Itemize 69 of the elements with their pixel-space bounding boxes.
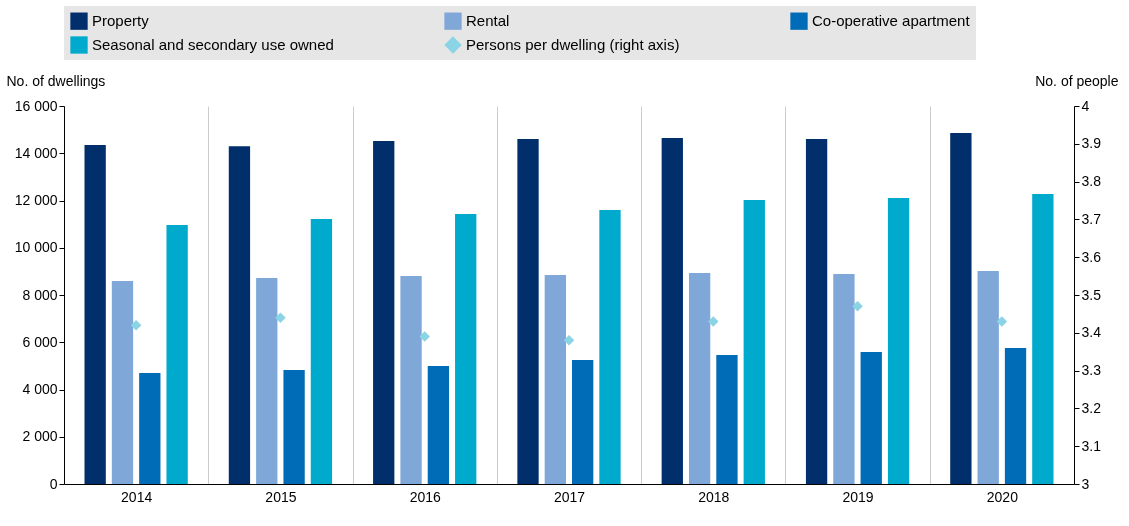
bar bbox=[572, 359, 594, 484]
bar bbox=[517, 139, 539, 484]
y2-tick-label: 3.9 bbox=[1081, 135, 1102, 152]
bar bbox=[860, 351, 882, 484]
y-axis-title: No. of dwellings bbox=[6, 72, 106, 89]
bar bbox=[228, 146, 251, 484]
bar bbox=[977, 270, 999, 484]
x-tick-label: 2020 bbox=[986, 488, 1019, 505]
bar bbox=[1032, 193, 1054, 484]
y2-tick-label: 3 bbox=[1081, 475, 1090, 492]
bar bbox=[716, 355, 738, 484]
point bbox=[563, 335, 575, 346]
x-tick-label: 2017 bbox=[553, 488, 586, 505]
x-tick-label: 2014 bbox=[121, 488, 153, 505]
x-tick-label: 2019 bbox=[842, 488, 874, 505]
y2-tick-label: 3.6 bbox=[1081, 248, 1102, 265]
point bbox=[419, 331, 430, 342]
y-tick-label: 8 000 bbox=[22, 286, 58, 303]
point bbox=[852, 301, 863, 312]
legend-label: Rental bbox=[466, 12, 510, 30]
bar bbox=[310, 218, 333, 484]
bar bbox=[373, 140, 395, 484]
legend-label: Seasonal and secondary use owned bbox=[92, 36, 334, 53]
legend-label: Persons per dwelling (right axis) bbox=[466, 36, 680, 53]
bar bbox=[950, 132, 972, 484]
bar bbox=[111, 281, 134, 484]
bar bbox=[400, 276, 422, 484]
bar bbox=[887, 197, 910, 484]
y-tick-label: 10 000 bbox=[14, 239, 58, 256]
legend-label: Property bbox=[92, 12, 150, 30]
y2-tick-label: 3.1 bbox=[1081, 437, 1102, 454]
bar bbox=[599, 209, 621, 484]
bar bbox=[139, 372, 161, 484]
y2-tick-label: 3.8 bbox=[1081, 173, 1102, 190]
y-tick-label: 12 000 bbox=[14, 192, 58, 208]
bar bbox=[455, 213, 477, 484]
x-tick-label: 2016 bbox=[409, 488, 441, 505]
x-tick-label: 2018 bbox=[698, 488, 730, 505]
y2-axis-title: No. of people bbox=[1035, 72, 1119, 89]
bar bbox=[283, 369, 305, 484]
y-tick-label: 0 bbox=[49, 475, 58, 492]
y-tick-label: 6 000 bbox=[22, 333, 58, 350]
bar bbox=[166, 225, 188, 484]
y-tick-label: 14 000 bbox=[14, 144, 58, 161]
bar bbox=[743, 200, 765, 484]
y2-tick-label: 3.7 bbox=[1081, 210, 1102, 227]
point bbox=[708, 316, 719, 327]
bar bbox=[84, 144, 106, 484]
y2-tick-label: 3.2 bbox=[1081, 399, 1102, 416]
legend-label: Co-operative apartment bbox=[812, 12, 971, 30]
bar bbox=[661, 137, 683, 484]
bar bbox=[805, 139, 828, 484]
y-tick-label: 16 000 bbox=[14, 97, 58, 114]
bar bbox=[833, 273, 855, 484]
bar bbox=[544, 274, 566, 484]
point bbox=[275, 312, 286, 323]
y2-tick-label: 4 bbox=[1081, 97, 1090, 114]
bar bbox=[688, 273, 711, 484]
point bbox=[130, 320, 142, 331]
y2-tick-label: 3.5 bbox=[1081, 286, 1102, 303]
y-tick-label: 2 000 bbox=[22, 428, 58, 445]
y2-tick-label: 3.3 bbox=[1081, 362, 1102, 379]
x-tick-label: 2015 bbox=[265, 488, 297, 505]
y-tick-label: 4 000 bbox=[22, 381, 58, 397]
bar bbox=[256, 277, 278, 484]
point bbox=[996, 316, 1008, 327]
bar bbox=[1004, 347, 1027, 484]
y2-tick-label: 3.4 bbox=[1081, 324, 1102, 341]
bar bbox=[427, 366, 450, 484]
